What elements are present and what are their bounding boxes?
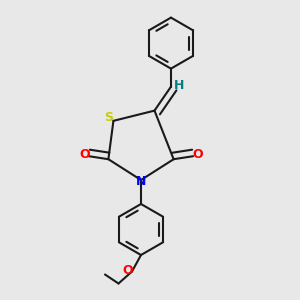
Text: N: N [136,175,146,188]
Text: O: O [192,148,203,161]
Text: O: O [122,263,133,277]
Text: S: S [104,111,113,124]
Text: H: H [174,79,184,92]
Text: O: O [79,148,90,161]
